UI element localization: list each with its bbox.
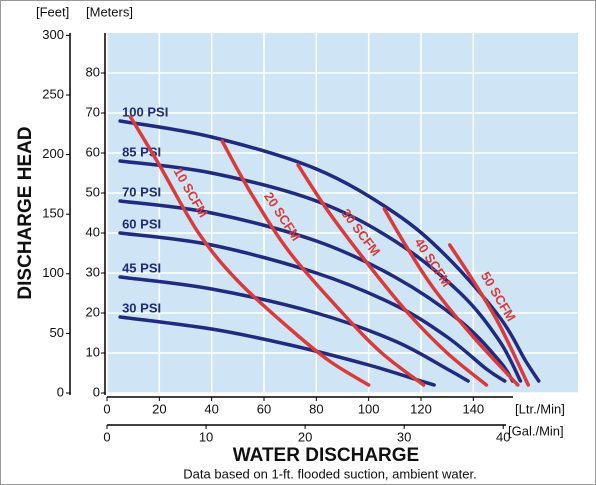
x-tick-label: 80: [309, 401, 323, 416]
x2-tick-label: 30: [397, 429, 411, 444]
y-tick-label: 20: [86, 304, 100, 319]
series-label: 70 PSI: [122, 184, 161, 199]
x2-tick-label: 40: [496, 429, 510, 444]
line: [296, 163, 489, 387]
x2-tick-label: 10: [199, 429, 213, 444]
x2-tick-label: 20: [298, 429, 312, 444]
y-tick-label: 10: [86, 344, 100, 359]
y2-tick-label: 250: [42, 86, 64, 101]
line: [128, 115, 371, 387]
line: [448, 243, 531, 387]
x-unit: [Ltr./Min]: [515, 401, 565, 416]
x-tick-label: 140: [462, 401, 484, 416]
y2-tick-label: 0: [57, 384, 64, 399]
line: [220, 139, 426, 387]
line: [382, 207, 520, 387]
y2-tick-label: 100: [42, 265, 64, 280]
line: [118, 119, 541, 383]
y-tick-label: 60: [86, 144, 100, 159]
y2-unit: [Feet]: [36, 4, 69, 19]
x2-tick-label: 0: [103, 429, 110, 444]
y2-tick-label: 200: [42, 146, 64, 161]
y-tick-label: 0: [93, 384, 100, 399]
series-label: 60 PSI: [122, 216, 161, 231]
y-tick-label: 70: [86, 104, 100, 119]
y2-tick-label: 50: [50, 325, 64, 340]
y-tick-label: 50: [86, 184, 100, 199]
x2-unit: [Gal./Min]: [508, 423, 564, 438]
line: [118, 275, 470, 383]
y-unit: [Meters]: [86, 4, 133, 19]
x-tick-label: 120: [410, 401, 432, 416]
x-tick-label: 0: [103, 401, 110, 416]
series-label: 30 PSI: [122, 300, 161, 315]
y2-tick-label: 150: [42, 206, 64, 221]
x-tick-label: 20: [152, 401, 166, 416]
x-tick-label: 100: [358, 401, 380, 416]
note: Data based on 1-ft. flooded suction, amb…: [183, 466, 476, 481]
line: [118, 159, 523, 383]
series-label: 100 PSI: [122, 104, 168, 119]
x-tick-label: 60: [257, 401, 271, 416]
y-tick-label: 40: [86, 224, 100, 239]
x-axis-title: WATER DISCHARGE: [233, 445, 419, 466]
y2-tick-label: 300: [42, 27, 64, 42]
line: [118, 199, 515, 383]
y-tick-label: 80: [86, 64, 100, 79]
x-tick-label: 40: [204, 401, 218, 416]
line: [118, 231, 507, 383]
y-axis-title: DISCHARGE HEAD: [15, 126, 36, 299]
series-label: 45 PSI: [122, 260, 161, 275]
y-tick-label: 30: [86, 264, 100, 279]
